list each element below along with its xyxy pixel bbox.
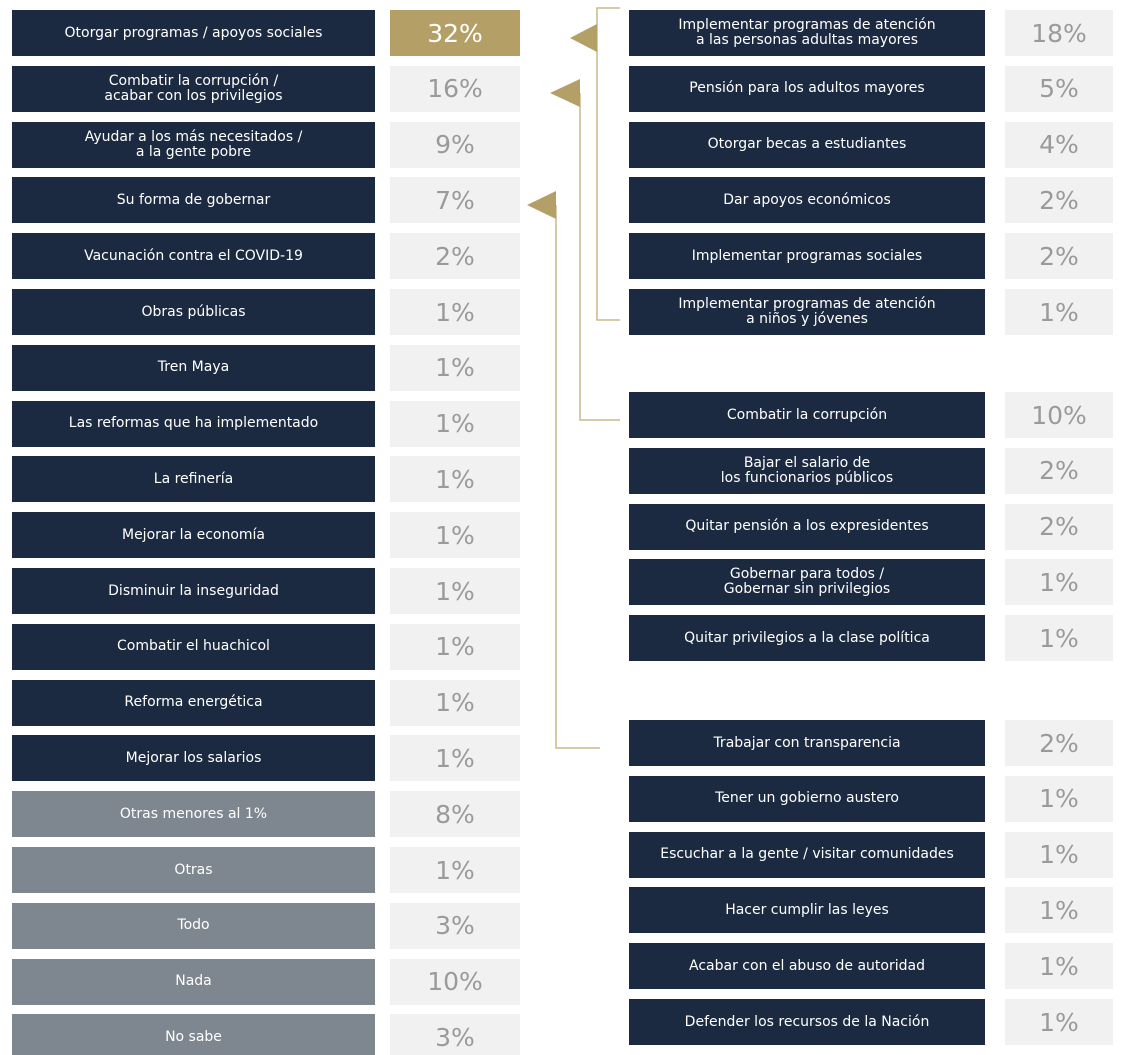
answer-label: Todo	[12, 902, 375, 949]
sub-answer-label: Combatir la corrupción	[629, 392, 985, 438]
sub-answer-label: Gobernar para todos / Gobernar sin privi…	[629, 559, 985, 606]
answer-label: La refinería	[12, 456, 375, 503]
answer-value: 8%	[390, 791, 520, 838]
answer-value: 1%	[390, 679, 520, 726]
arrow	[570, 24, 597, 52]
answer-label: Ayudar a los más necesitados / a la gent…	[12, 121, 375, 168]
arrow	[527, 191, 556, 219]
bracket	[579, 93, 620, 421]
answer-label: Otras	[12, 847, 375, 893]
answer-label: Vacunación contra el COVID-19	[12, 233, 375, 280]
arrow	[550, 79, 580, 107]
answer-label: Mejorar los salarios	[12, 735, 375, 782]
answer-label: Otras menores al 1%	[12, 791, 375, 838]
sub-answer-label: Defender los recursos de la Nación	[629, 999, 985, 1045]
sub-answer-value: 1%	[1005, 999, 1113, 1045]
answer-value: 9%	[390, 121, 520, 168]
sub-answer-label: Pensión para los adultos mayores	[629, 65, 985, 112]
answer-value: 10%	[390, 958, 520, 1005]
answer-label: Mejorar la economía	[12, 512, 375, 559]
answer-value: 7%	[390, 177, 520, 224]
answer-value: 1%	[390, 344, 520, 391]
sub-answer-value: 1%	[1005, 775, 1113, 822]
answer-label: Combatir el huachicol	[12, 623, 375, 670]
answer-label: Reforma energética	[12, 679, 375, 726]
answer-value: 2%	[390, 233, 520, 280]
answer-value: 1%	[390, 847, 520, 893]
answer-label: Disminuir la inseguridad	[12, 568, 375, 614]
sub-answer-label: Quitar pensión a los expresidentes	[629, 503, 985, 550]
sub-answer-label: Quitar privilegios a la clase política	[629, 615, 985, 662]
sub-answer-value: 1%	[1005, 289, 1113, 335]
answer-value: 32%	[390, 10, 520, 56]
sub-answer-label: Implementar programas de atención a niño…	[629, 289, 985, 335]
answer-value: 1%	[390, 400, 520, 447]
sub-answer-label: Acabar con el abuso de autoridad	[629, 943, 985, 990]
answer-value: 16%	[390, 65, 520, 112]
sub-answer-label: Tener un gobierno austero	[629, 775, 985, 822]
answer-value: 1%	[390, 512, 520, 559]
answer-label: Obras públicas	[12, 289, 375, 335]
sub-answer-value: 1%	[1005, 887, 1113, 934]
sub-answer-value: 5%	[1005, 65, 1113, 112]
answer-label: Tren Maya	[12, 344, 375, 391]
bracket	[596, 7, 620, 321]
sub-answer-value: 10%	[1005, 392, 1113, 438]
sub-answer-value: 2%	[1005, 447, 1113, 494]
sub-answer-value: 2%	[1005, 503, 1113, 550]
answer-value: 3%	[390, 1014, 520, 1055]
sub-answer-value: 2%	[1005, 720, 1113, 766]
sub-answer-value: 4%	[1005, 121, 1113, 168]
sub-answer-value: 2%	[1005, 177, 1113, 224]
sub-answer-value: 1%	[1005, 943, 1113, 990]
answer-label: Su forma de gobernar	[12, 177, 375, 224]
answer-label: Nada	[12, 958, 375, 1005]
sub-answer-value: 2%	[1005, 233, 1113, 280]
sub-answer-label: Hacer cumplir las leyes	[629, 887, 985, 934]
sub-answer-label: Trabajar con transparencia	[629, 720, 985, 766]
sub-answer-value: 1%	[1005, 559, 1113, 606]
answer-value: 1%	[390, 735, 520, 782]
sub-answer-value: 1%	[1005, 615, 1113, 662]
sub-answer-label: Dar apoyos económicos	[629, 177, 985, 224]
answer-label: Las reformas que ha implementado	[12, 400, 375, 447]
sub-answer-label: Implementar programas de atención a las …	[629, 10, 985, 56]
answer-value: 1%	[390, 456, 520, 503]
sub-answer-value: 18%	[1005, 10, 1113, 56]
answer-label: Combatir la corrupción / acabar con los …	[12, 65, 375, 112]
answer-value: 1%	[390, 289, 520, 335]
sub-answer-label: Bajar el salario de los funcionarios púb…	[629, 447, 985, 494]
answer-label: No sabe	[12, 1014, 375, 1055]
answer-value: 3%	[390, 902, 520, 949]
bracket	[555, 205, 600, 749]
sub-answer-value: 1%	[1005, 831, 1113, 878]
sub-answer-label: Implementar programas sociales	[629, 233, 985, 280]
answer-label: Otorgar programas / apoyos sociales	[12, 10, 375, 56]
answer-value: 1%	[390, 568, 520, 614]
sub-answer-label: Otorgar becas a estudiantes	[629, 121, 985, 168]
answer-value: 1%	[390, 623, 520, 670]
sub-answer-label: Escuchar a la gente / visitar comunidade…	[629, 831, 985, 878]
